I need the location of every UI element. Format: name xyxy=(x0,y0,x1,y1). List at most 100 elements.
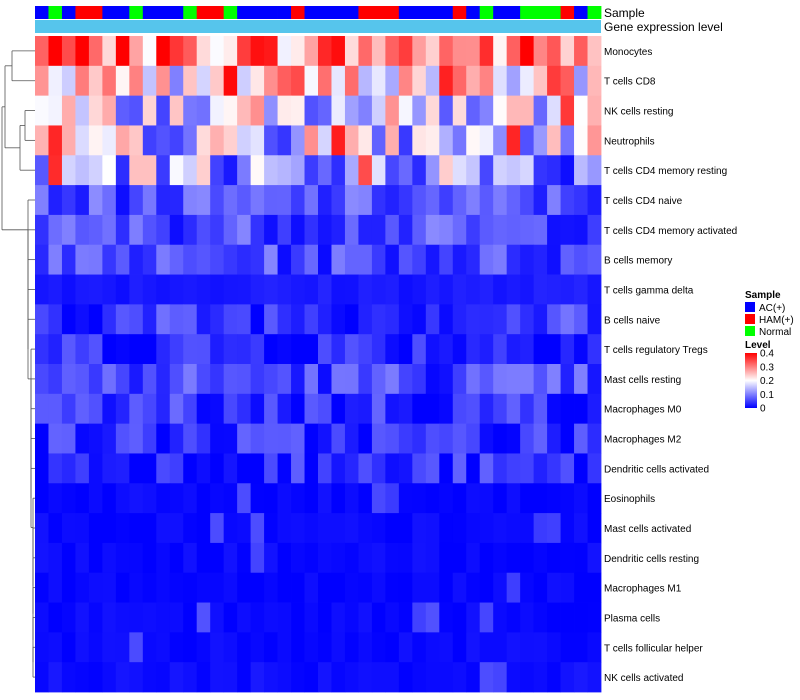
heatmap-cell xyxy=(142,95,157,126)
row-label: T cells CD4 memory resting xyxy=(604,166,727,177)
row-label: Macrophages M2 xyxy=(604,435,682,446)
heatmap-cell xyxy=(304,483,319,514)
heatmap-cell xyxy=(75,542,90,574)
heatmap-cell xyxy=(331,36,346,67)
heatmap-cell xyxy=(169,214,184,246)
heatmap-cell xyxy=(210,214,225,246)
heatmap-cell xyxy=(102,662,117,693)
heatmap-cell xyxy=(371,244,386,275)
heatmap-cell xyxy=(237,572,252,603)
heatmap-cell xyxy=(560,602,575,633)
sample-annotation-bar xyxy=(35,6,602,19)
heatmap-cell xyxy=(250,423,265,454)
heatmap-cell xyxy=(574,304,588,335)
heatmap-cell xyxy=(385,274,400,305)
heatmap-cell xyxy=(371,304,386,335)
heatmap-cell xyxy=(371,393,386,425)
heatmap-cell xyxy=(129,65,144,97)
heatmap-cell xyxy=(237,542,252,574)
heatmap-cell xyxy=(183,542,198,574)
heatmap-cell xyxy=(318,244,332,275)
heatmap-cell xyxy=(533,662,548,693)
heatmap-cell xyxy=(493,125,508,156)
heatmap-cell xyxy=(318,95,332,126)
heatmap-cell xyxy=(452,572,467,603)
heatmap-cell xyxy=(183,483,198,514)
heatmap-cell xyxy=(48,155,63,186)
heatmap-cell xyxy=(439,364,454,395)
heatmap-cell xyxy=(237,453,252,484)
heatmap-cell xyxy=(250,36,265,67)
heatmap-cell xyxy=(291,423,305,454)
heatmap-cell xyxy=(533,513,548,544)
heatmap-cell xyxy=(115,513,130,544)
heatmap-cell xyxy=(88,274,103,305)
heatmap-cell xyxy=(115,632,130,663)
heatmap-cell xyxy=(304,334,319,365)
heatmap-cell xyxy=(587,125,602,156)
heatmap-cell xyxy=(156,542,171,574)
heatmap-cell xyxy=(560,334,575,365)
heatmap-cell xyxy=(142,423,157,454)
legend-tick-label: 0.1 xyxy=(760,390,774,401)
heatmap-cell xyxy=(115,36,130,67)
heatmap-cell xyxy=(129,513,144,544)
heatmap-cell xyxy=(547,95,561,126)
heatmap-cell xyxy=(48,483,63,514)
heatmap-cell xyxy=(560,65,575,97)
heatmap-cell xyxy=(331,453,346,484)
heatmap-cell xyxy=(250,274,265,305)
heatmap-cell xyxy=(88,602,103,633)
heatmap-cell xyxy=(250,453,265,484)
heatmap-cell xyxy=(210,632,225,663)
heatmap-cell xyxy=(466,572,481,603)
heatmap-cell xyxy=(587,304,602,335)
heatmap-cell xyxy=(142,244,157,275)
heatmap-cell xyxy=(210,542,225,574)
heatmap-cell xyxy=(129,304,144,335)
heatmap-cell xyxy=(102,274,117,305)
heatmap-cell xyxy=(156,364,171,395)
heatmap-cell xyxy=(264,185,278,216)
heatmap-cell xyxy=(466,65,481,97)
heatmap-cell xyxy=(493,483,508,514)
heatmap-cell xyxy=(210,244,225,275)
heatmap-cell xyxy=(398,95,413,126)
sample-annotation-cell xyxy=(75,6,90,19)
heatmap-cell xyxy=(35,602,49,633)
heatmap-cell xyxy=(35,453,49,484)
heatmap-cell xyxy=(277,125,292,156)
heatmap-cell xyxy=(479,155,494,186)
heatmap-cell xyxy=(291,542,305,574)
heatmap-cell xyxy=(142,125,157,156)
heatmap-cell xyxy=(425,65,440,97)
heatmap-cell xyxy=(142,364,157,395)
heatmap-cell xyxy=(277,632,292,663)
heatmap-cell xyxy=(574,155,588,186)
heatmap-cell xyxy=(506,125,521,156)
heatmap-cell xyxy=(35,304,49,335)
heatmap-cell xyxy=(547,483,561,514)
heatmap-cell xyxy=(88,125,103,156)
heatmap-cell xyxy=(520,662,535,693)
heatmap-cell xyxy=(425,334,440,365)
legend-sample-title: Sample xyxy=(745,290,781,301)
heatmap-cell xyxy=(223,214,238,246)
heatmap-cell xyxy=(574,95,588,126)
heatmap-cell xyxy=(520,185,535,216)
heatmap-cell xyxy=(102,542,117,574)
heatmap-cell xyxy=(358,542,373,574)
heatmap-cell xyxy=(344,423,359,454)
heatmap-cell xyxy=(277,334,292,365)
heatmap-cell xyxy=(358,36,373,67)
heatmap-cell xyxy=(520,214,535,246)
heatmap-cell xyxy=(169,602,184,633)
heatmap-cell xyxy=(452,632,467,663)
heatmap-cell xyxy=(560,632,575,663)
sample-annotation-cell xyxy=(102,6,117,19)
heatmap-cell xyxy=(223,334,238,365)
heatmap-cell xyxy=(35,244,49,275)
heatmap-cell xyxy=(547,334,561,365)
row-dendrogram xyxy=(1,50,35,678)
heatmap-cell xyxy=(304,214,319,246)
